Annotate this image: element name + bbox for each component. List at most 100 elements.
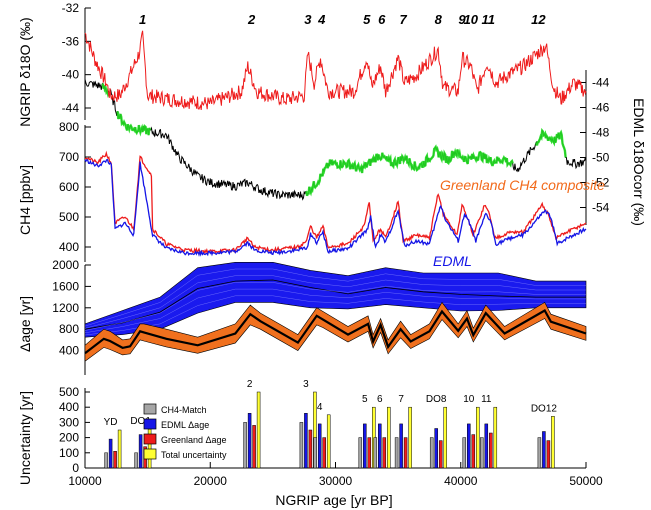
delta-age-tick-label: 400	[59, 344, 79, 358]
uncertainty-bar	[313, 437, 317, 469]
uncertainty-tick-label: 200	[59, 431, 79, 445]
edml-match-segment	[101, 83, 110, 99]
uncertainty-bar	[443, 406, 447, 469]
ngrip-tick-label: -40	[62, 68, 80, 82]
do-event-label: 4	[317, 12, 326, 27]
delta-age-tick-label: 800	[59, 322, 79, 336]
do-event-label: 1	[139, 12, 146, 27]
ngrip-ylabel: NGRIP δ18O (‰)	[17, 17, 33, 126]
edml-tick-label: -48	[592, 126, 610, 140]
ch4-panel	[84, 150, 587, 257]
do-event-label: 10	[464, 12, 479, 27]
uncertainty-bar	[394, 437, 399, 469]
uncertainty-group-label: DO8	[426, 394, 447, 405]
do-event-label: 3	[304, 12, 312, 27]
delta-age-tick-label: 1600	[52, 279, 79, 293]
uncertainty-bar	[434, 428, 438, 469]
uncertainty-bar	[542, 431, 546, 469]
edml-match-segment	[305, 144, 514, 197]
ngrip-tick-label: -32	[62, 1, 80, 15]
edml-delta-age-band	[84, 262, 587, 338]
uncertainty-bar	[299, 422, 304, 469]
x-axis-label: NGRIP age [yr BP]	[275, 492, 392, 508]
x-tick-label: 50000	[569, 474, 603, 488]
uncertainty-bar	[104, 452, 108, 469]
delta-age-ylabel: Δage [yr]	[17, 296, 33, 352]
greenland-ch4-line	[84, 150, 587, 255]
do-event-label: 12	[531, 12, 546, 27]
uncertainty-bar	[382, 437, 387, 469]
ch4-tick-label: 400	[59, 240, 79, 254]
uncertainty-bar	[243, 422, 247, 469]
uncertainty-bar	[367, 437, 372, 469]
ch4-tick-label: 600	[59, 180, 79, 194]
ngrip-panel	[84, 30, 587, 110]
edml-delta-age-striation	[84, 275, 586, 329]
uncertainty-bar	[489, 432, 493, 469]
edml-tick-label: -44	[592, 76, 610, 90]
uncertainty-bar	[252, 425, 256, 469]
uncertainty-bar	[138, 434, 143, 469]
ngrip-tick-label: -44	[62, 101, 80, 115]
x-tick-label: 20000	[194, 474, 228, 488]
uncertainty-group-label: 10	[463, 394, 475, 405]
uncertainty-bar	[117, 429, 122, 469]
uncertainty-bar	[256, 391, 261, 469]
delta-age-panel	[84, 262, 587, 362]
uncertainty-bar	[358, 437, 363, 469]
uncertainty-bar	[373, 437, 378, 469]
greenland-ch4-annotation: Greenland CH4 composite	[440, 177, 605, 193]
uncertainty-bar	[134, 452, 138, 469]
legend-label-ch4-match: CH4-Match	[161, 405, 207, 415]
greenland-delta-age-band	[84, 301, 587, 362]
uncertainty-bar	[471, 434, 476, 469]
uncertainty-bar	[317, 423, 322, 469]
edml-annotation: EDML	[433, 253, 472, 269]
edml-match-segment	[535, 127, 567, 158]
edml-tick-label: -52	[592, 176, 610, 190]
edml-tick-label: -46	[592, 101, 610, 115]
x-tick-label: 40000	[444, 474, 478, 488]
uncertainty-bar	[438, 440, 443, 469]
do-event-label: 5	[363, 12, 371, 27]
edml-delta-age-striation	[84, 268, 586, 327]
uncertainty-bar	[403, 437, 408, 469]
uncertainty-group-label: 6	[377, 394, 383, 405]
edml-panel	[84, 79, 587, 201]
uncertainty-bar	[476, 406, 480, 469]
uncertainty-group-label: DO1	[130, 416, 151, 427]
ngrip-tick-label: -36	[62, 34, 80, 48]
ch4-tick-label: 700	[59, 150, 79, 164]
uncertainty-group-label: DO12	[531, 403, 558, 414]
edml-tick-label: -50	[592, 151, 610, 165]
uncertainty-bar	[493, 406, 498, 469]
uncertainty-tick-label: 400	[59, 400, 79, 414]
ch4-tick-label: 800	[59, 120, 79, 134]
legend-label-total: Total uncertainty	[161, 450, 227, 460]
uncertainty-bar	[113, 451, 117, 469]
uncertainty-group-label: 4	[317, 402, 323, 413]
legend-swatch-greenland	[143, 433, 157, 445]
legend-swatch-edml	[143, 418, 157, 430]
uncertainty-bar	[462, 437, 467, 469]
ngrip-d18o-line	[84, 30, 587, 110]
do-event-label: 2	[247, 12, 256, 27]
uncertainty-bar	[326, 414, 331, 469]
uncertainty-bar	[546, 440, 551, 469]
do-event-label: 9	[458, 12, 466, 27]
uncertainty-bar	[247, 413, 252, 469]
uncertainty-bar	[304, 413, 308, 469]
uncertainty-bar	[408, 406, 412, 469]
do-event-label: 7	[399, 12, 407, 27]
uncertainty-bar	[378, 423, 382, 469]
ch4-ylabel: CH4 [ppbv]	[17, 165, 33, 235]
uncertainty-bar	[467, 423, 471, 469]
uncertainty-bar	[484, 423, 489, 469]
uncertainty-tick-label: 100	[59, 446, 79, 460]
uncertainty-bar	[363, 423, 367, 469]
legend-label-greenland: Greenland Δage	[161, 435, 227, 445]
uncertainty-bar	[308, 429, 313, 469]
uncertainty-bar	[399, 423, 403, 469]
